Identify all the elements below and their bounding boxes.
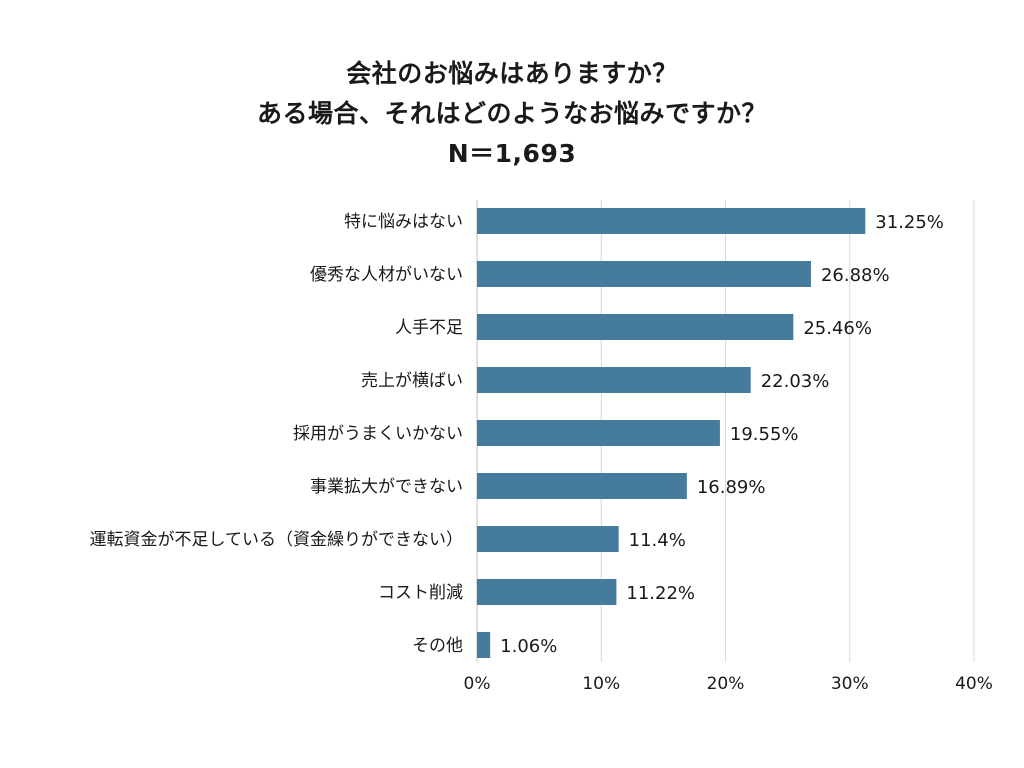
category-label: その他 (412, 636, 463, 656)
bar (477, 632, 491, 658)
data-label: 1.06% (500, 636, 557, 657)
chart-title-line-3: N＝1,693 (447, 139, 577, 168)
x-tick-label: 40% (955, 674, 993, 694)
bar (477, 208, 866, 234)
x-tick-label: 0% (464, 674, 491, 694)
data-label: 11.22% (626, 583, 695, 604)
data-label: 19.55% (730, 424, 799, 445)
data-label: 25.46% (803, 318, 872, 339)
chart-title-line-1: 会社のお悩みはありますか？ (346, 59, 678, 88)
category-label: 採用がうまくいかない (293, 424, 463, 444)
category-label: 売上が横ばい (361, 371, 463, 391)
bar (477, 261, 811, 287)
category-label: 運転資金が不足している（資金繰りができない） (90, 530, 464, 550)
data-label: 31.25% (875, 212, 944, 233)
data-label: 16.89% (697, 477, 766, 498)
data-label: 11.4% (629, 530, 686, 551)
category-label: 特に悩みはない (344, 212, 463, 232)
bar (477, 473, 687, 499)
x-tick-label: 10% (582, 674, 620, 694)
bar (477, 420, 720, 446)
bar (477, 314, 794, 340)
bar (477, 579, 617, 605)
data-label: 22.03% (761, 371, 830, 392)
category-label: コスト削減 (378, 583, 463, 603)
x-tick-label: 30% (831, 674, 869, 694)
chart-title-line-2: ある場合、それはどのようなお悩みですか？ (256, 99, 767, 128)
category-label: 人手不足 (395, 318, 463, 338)
data-label: 26.88% (821, 265, 890, 286)
category-label: 優秀な人材がいない (310, 265, 463, 285)
bar (477, 367, 751, 393)
bar (477, 526, 619, 552)
x-tick-label: 20% (707, 674, 745, 694)
category-label: 事業拡大ができない (310, 477, 463, 497)
